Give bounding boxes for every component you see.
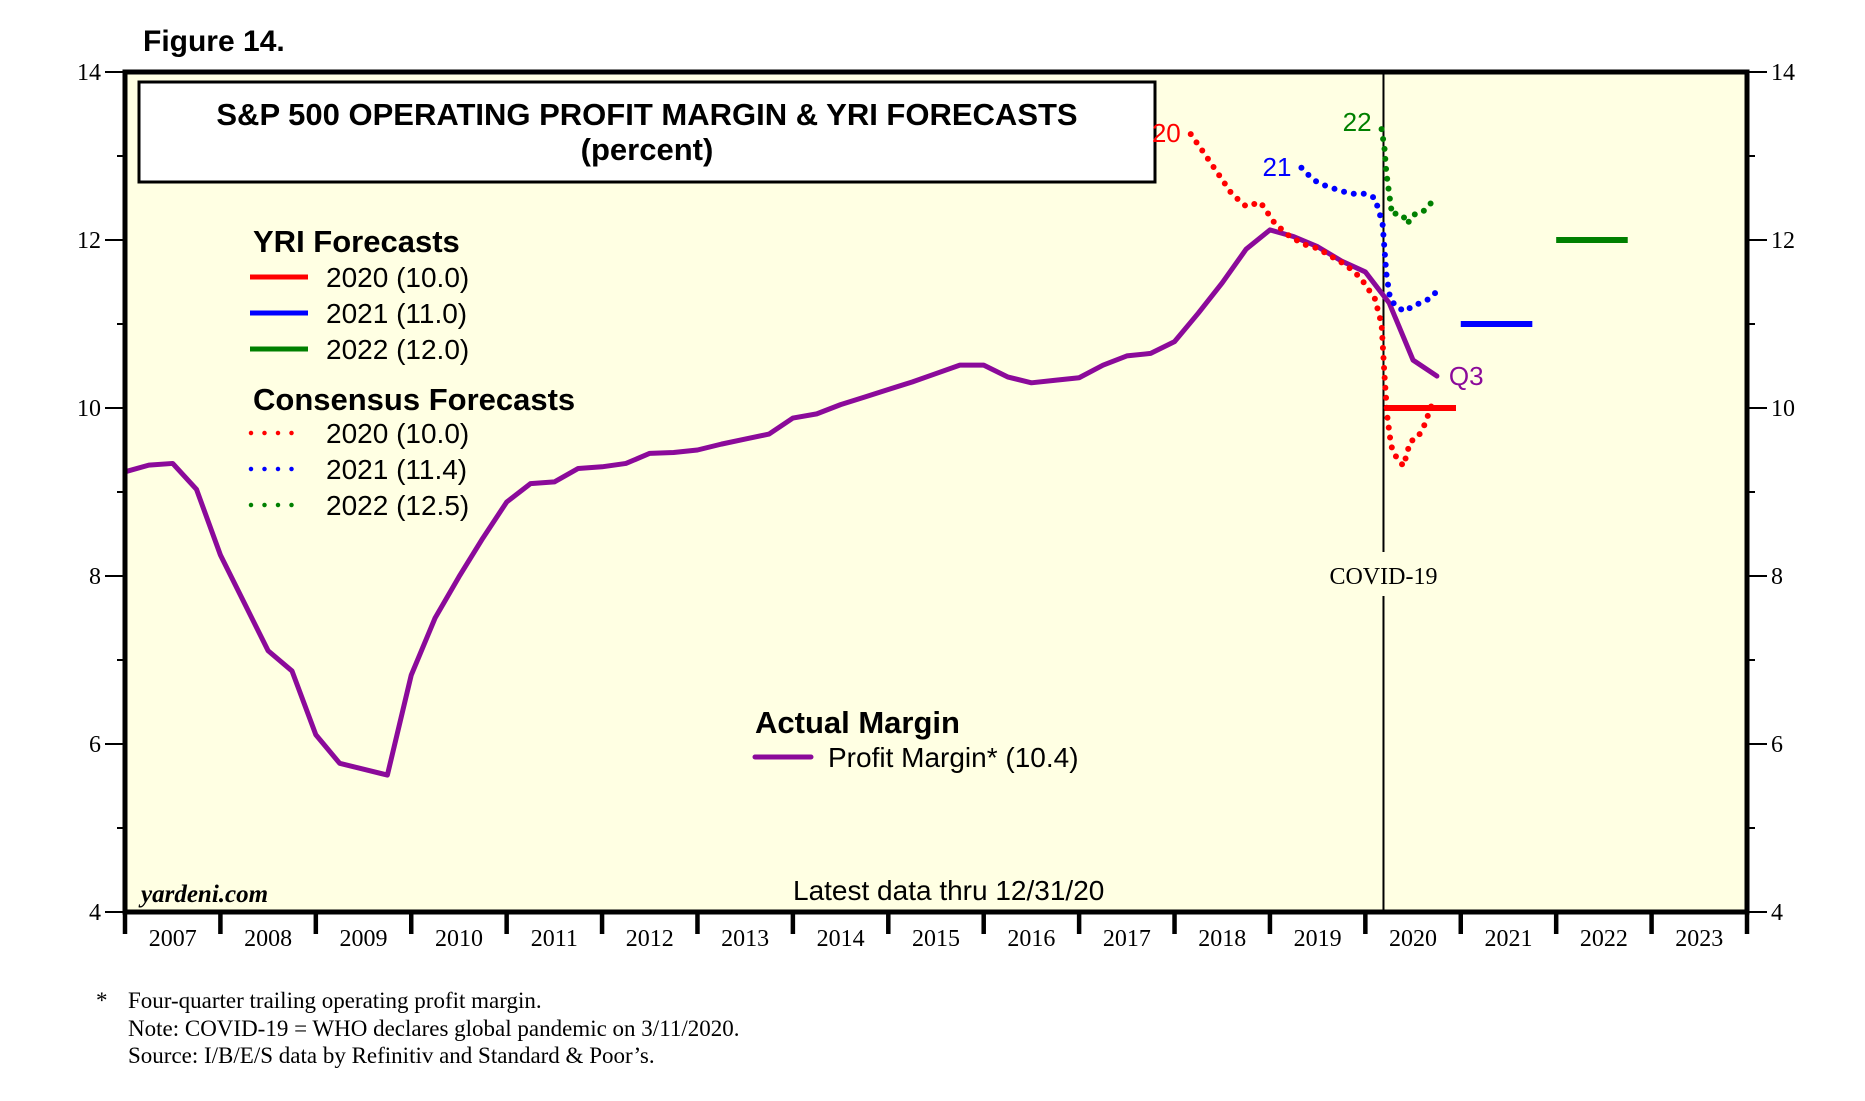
y-tick-label-left: 6 xyxy=(89,732,101,758)
footnote-line-1: Four-quarter trailing operating profit m… xyxy=(128,988,542,1013)
legend-label-yri-2020: 2020 (10.0) xyxy=(326,262,469,293)
consensus-label-22: 22 xyxy=(1343,107,1372,137)
x-tick-label: 2010 xyxy=(435,926,483,952)
legend-consensus-heading: Consensus Forecasts xyxy=(253,382,575,417)
plot-area xyxy=(125,72,1747,912)
y-tick-label-right: 4 xyxy=(1771,900,1783,926)
chart-subtitle: (percent) xyxy=(581,132,714,167)
x-tick-label: 2021 xyxy=(1484,926,1532,952)
covid-label: COVID-19 xyxy=(1329,564,1437,590)
legend-actual: Actual Margin Profit Margin* (10.4) xyxy=(752,705,1079,773)
x-axis-ticks: 2007 2008 2009 2010 2011 2012 2013 2014 2015 2016… xyxy=(122,912,1750,952)
legend-consensus: Consensus Forecasts 2020 (10.0) 2021 (11… xyxy=(248,382,575,521)
x-tick-label: 2017 xyxy=(1103,926,1151,952)
y-tick-label-left: 4 xyxy=(89,900,101,926)
legend-label-yri-2021: 2021 (11.0) xyxy=(326,298,467,329)
x-tick-label: 2015 xyxy=(912,926,960,952)
x-tick-label: 2014 xyxy=(817,926,865,952)
x-tick-label: 2018 xyxy=(1198,926,1246,952)
x-tick-label: 2023 xyxy=(1675,926,1723,952)
chart-title: S&P 500 OPERATING PROFIT MARGIN & YRI FO… xyxy=(216,97,1077,132)
x-tick-label: 2008 xyxy=(244,926,292,952)
actual-margin-line xyxy=(122,227,1440,778)
y-tick-label-left: 10 xyxy=(77,396,101,422)
figure-label: Figure 14. xyxy=(143,25,285,58)
legend-label-actual: Profit Margin* (10.4) xyxy=(828,742,1079,773)
y-tick-label-right: 10 xyxy=(1771,396,1795,422)
consensus-label-20: 20 xyxy=(1152,118,1181,148)
x-tick-label: 2022 xyxy=(1580,926,1628,952)
consensus-line-22 xyxy=(1378,126,1440,228)
x-tick-label: 2007 xyxy=(149,926,197,952)
x-tick-label: 2020 xyxy=(1389,926,1437,952)
legend-yri: YRI Forecasts 2020 (10.0) 2021 (11.0) 20… xyxy=(250,224,469,365)
x-tick-label: 2019 xyxy=(1294,926,1342,952)
footnote-line-3: Source: I/B/E/S data by Refinitiv and St… xyxy=(128,1043,655,1068)
x-tick-label: 2016 xyxy=(1007,926,1055,952)
watermark-yardeni: yardeni.com xyxy=(138,881,268,908)
consensus-line-20 xyxy=(1187,131,1440,469)
x-tick-label: 2011 xyxy=(531,926,578,952)
y-tick-label-right: 14 xyxy=(1771,60,1795,86)
plot-frame xyxy=(122,69,1750,915)
legend-yri-heading: YRI Forecasts xyxy=(253,224,460,259)
actual-end-label: Q3 xyxy=(1449,361,1484,391)
x-tick-label: 2013 xyxy=(721,926,769,952)
y-tick-label-left: 8 xyxy=(89,564,101,590)
legend-label-consensus-2020: 2020 (10.0) xyxy=(326,418,469,449)
legend-actual-heading: Actual Margin xyxy=(755,705,960,740)
legend-label-yri-2022: 2022 (12.0) xyxy=(326,334,469,365)
footnote-star: * xyxy=(96,988,108,1013)
y-tick-label-left: 12 xyxy=(77,228,101,254)
x-tick-label: 2012 xyxy=(626,926,674,952)
footnote-line-2: Note: COVID-19 = WHO declares global pan… xyxy=(128,1016,739,1041)
consensus-line-21 xyxy=(1298,164,1440,315)
y-tick-label-right: 6 xyxy=(1771,732,1783,758)
legend-label-consensus-2021: 2021 (11.4) xyxy=(326,454,467,485)
series-layer: Q3 20 21 22 xyxy=(122,107,1628,778)
consensus-label-21: 21 xyxy=(1263,152,1292,182)
legend-label-consensus-2022: 2022 (12.5) xyxy=(326,490,469,521)
latest-data-note: Latest data thru 12/31/20 xyxy=(793,875,1104,906)
title-box xyxy=(137,80,1157,184)
y-tick-label-right: 8 xyxy=(1771,564,1783,590)
y-axis-ticks: 4 4 6 6 8 8 10 10 12 12 14 14 xyxy=(77,60,1795,926)
y-tick-label-right: 12 xyxy=(1771,228,1795,254)
y-tick-label-left: 14 xyxy=(77,60,101,86)
x-tick-label: 2009 xyxy=(340,926,388,952)
